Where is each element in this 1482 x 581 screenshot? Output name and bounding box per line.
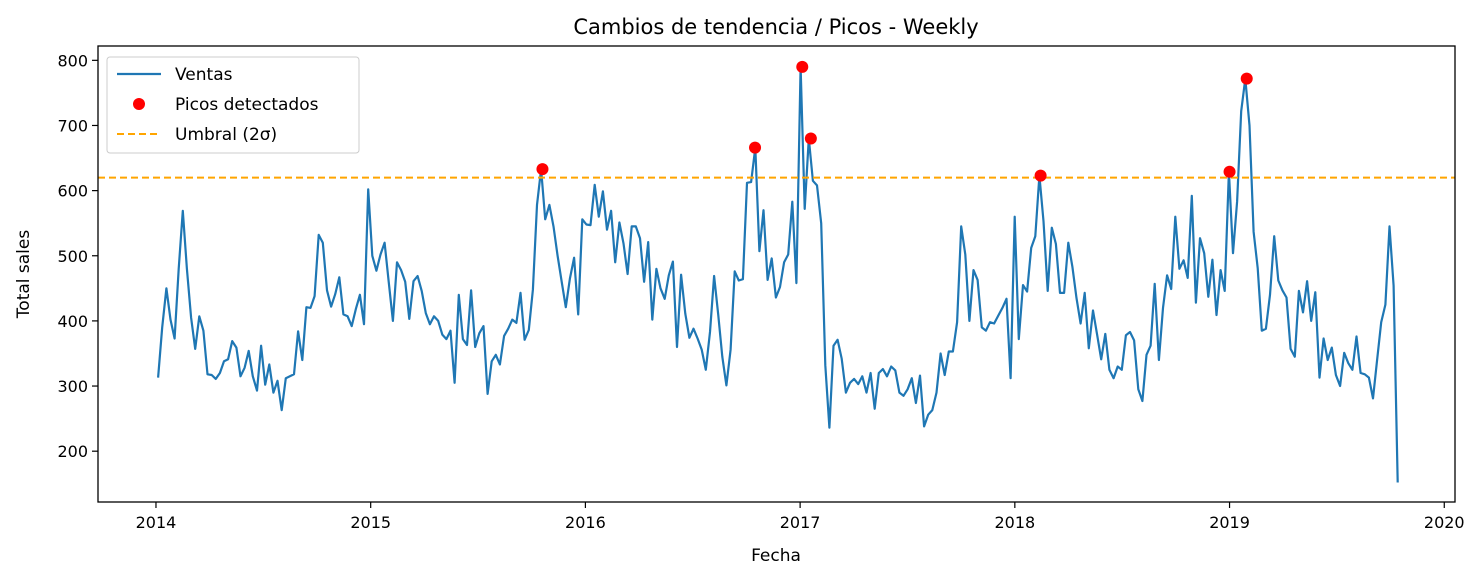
y-tick-label: 500 <box>57 247 88 266</box>
series-line-ventas <box>157 65 1399 483</box>
y-tick-label: 800 <box>57 51 88 70</box>
peak-point <box>749 141 762 154</box>
x-tick-label: 2014 <box>136 513 177 532</box>
peak-point <box>1223 165 1236 178</box>
x-tick-label: 2018 <box>994 513 1035 532</box>
peak-point <box>1240 72 1253 85</box>
y-tick-label: 400 <box>57 312 88 331</box>
legend-label-umbral: Umbral (2σ) <box>175 125 277 145</box>
y-tick-label: 200 <box>57 442 88 461</box>
peak-point <box>1034 169 1047 182</box>
x-tick-label: 2016 <box>565 513 606 532</box>
chart-title: Cambios de tendencia / Picos - Weekly <box>573 15 978 39</box>
x-axis-label: Fecha <box>751 546 801 566</box>
x-tick-label: 2019 <box>1209 513 1250 532</box>
legend-box <box>106 56 360 154</box>
y-tick-label: 600 <box>57 182 88 201</box>
x-tick-label: 2020 <box>1424 513 1465 532</box>
peak-point <box>804 132 817 145</box>
peak-point <box>536 163 549 176</box>
legend-label-picos: Picos detectados <box>175 95 319 115</box>
y-tick-label: 700 <box>57 116 88 135</box>
peak-point <box>796 60 809 73</box>
plot-frame <box>97 45 1456 503</box>
legend: Ventas Picos detectados Umbral (2σ) <box>106 56 360 154</box>
legend-swatch-picos <box>133 98 145 110</box>
x-tick-label: 2015 <box>350 513 391 532</box>
y-axis-label: Total sales <box>14 230 34 320</box>
y-tick-label: 300 <box>57 377 88 396</box>
legend-label-ventas: Ventas <box>175 65 233 85</box>
x-tick-label: 2017 <box>780 513 821 532</box>
